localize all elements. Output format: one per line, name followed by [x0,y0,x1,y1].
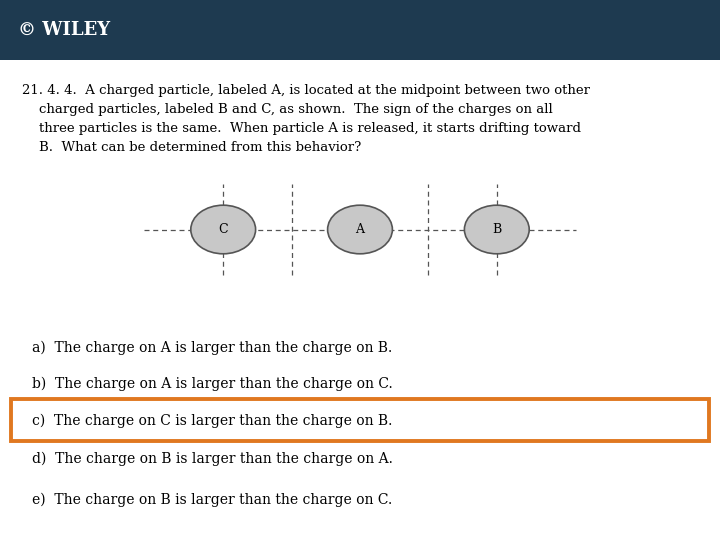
FancyBboxPatch shape [11,399,709,441]
Text: d)  The charge on B is larger than the charge on A.: d) The charge on B is larger than the ch… [32,452,393,466]
Text: B: B [492,223,501,236]
Text: a)  The charge on A is larger than the charge on B.: a) The charge on A is larger than the ch… [32,341,392,355]
Ellipse shape [464,205,529,254]
Text: 21. 4. 4.  A charged particle, labeled A, is located at the midpoint between two: 21. 4. 4. A charged particle, labeled A,… [22,84,590,154]
Text: A: A [356,223,364,236]
FancyBboxPatch shape [0,0,720,60]
Text: © WILEY: © WILEY [18,21,110,39]
Ellipse shape [328,205,392,254]
Text: C: C [218,223,228,236]
Ellipse shape [191,205,256,254]
Text: c)  The charge on C is larger than the charge on B.: c) The charge on C is larger than the ch… [32,414,393,428]
Text: b)  The charge on A is larger than the charge on C.: b) The charge on A is larger than the ch… [32,376,393,390]
Text: e)  The charge on B is larger than the charge on C.: e) The charge on B is larger than the ch… [32,492,392,507]
